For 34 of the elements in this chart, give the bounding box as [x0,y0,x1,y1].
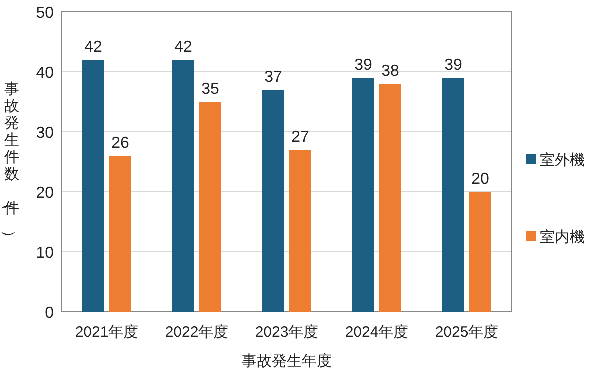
legend-label: 室内機 [540,229,585,246]
bar [442,78,464,312]
bar [200,102,222,312]
y-tick-label: 20 [36,185,54,202]
x-tick-label: 2024年度 [345,324,409,341]
bar [470,192,492,312]
bar [110,156,132,312]
data-label: 27 [292,129,310,146]
data-label: 42 [84,39,102,56]
data-label: 39 [444,57,462,74]
bar [380,84,402,312]
bar [262,90,284,312]
y-tick-label: 0 [45,305,54,322]
data-label: 35 [202,81,220,98]
x-axis-title: 事故発生年度 [242,353,332,370]
y-tick-label: 10 [36,245,54,262]
data-label: 39 [354,57,372,74]
bar [290,150,312,312]
x-tick-label: 2022年度 [165,324,229,341]
data-label: 26 [112,135,130,152]
data-label: 42 [174,39,192,56]
bar [352,78,374,312]
bar [172,60,194,312]
x-tick-label: 2021年度 [75,324,139,341]
x-tick-label: 2025年度 [435,324,499,341]
y-tick-label: 40 [36,65,54,82]
y-tick-label: 50 [36,5,54,22]
data-label: 38 [382,63,400,80]
data-label: 20 [472,171,490,188]
y-tick-label: 30 [36,125,54,142]
x-tick-label: 2023年度 [255,324,319,341]
data-label: 37 [264,69,282,86]
bar [82,60,104,312]
legend-label: 室外機 [540,152,585,169]
